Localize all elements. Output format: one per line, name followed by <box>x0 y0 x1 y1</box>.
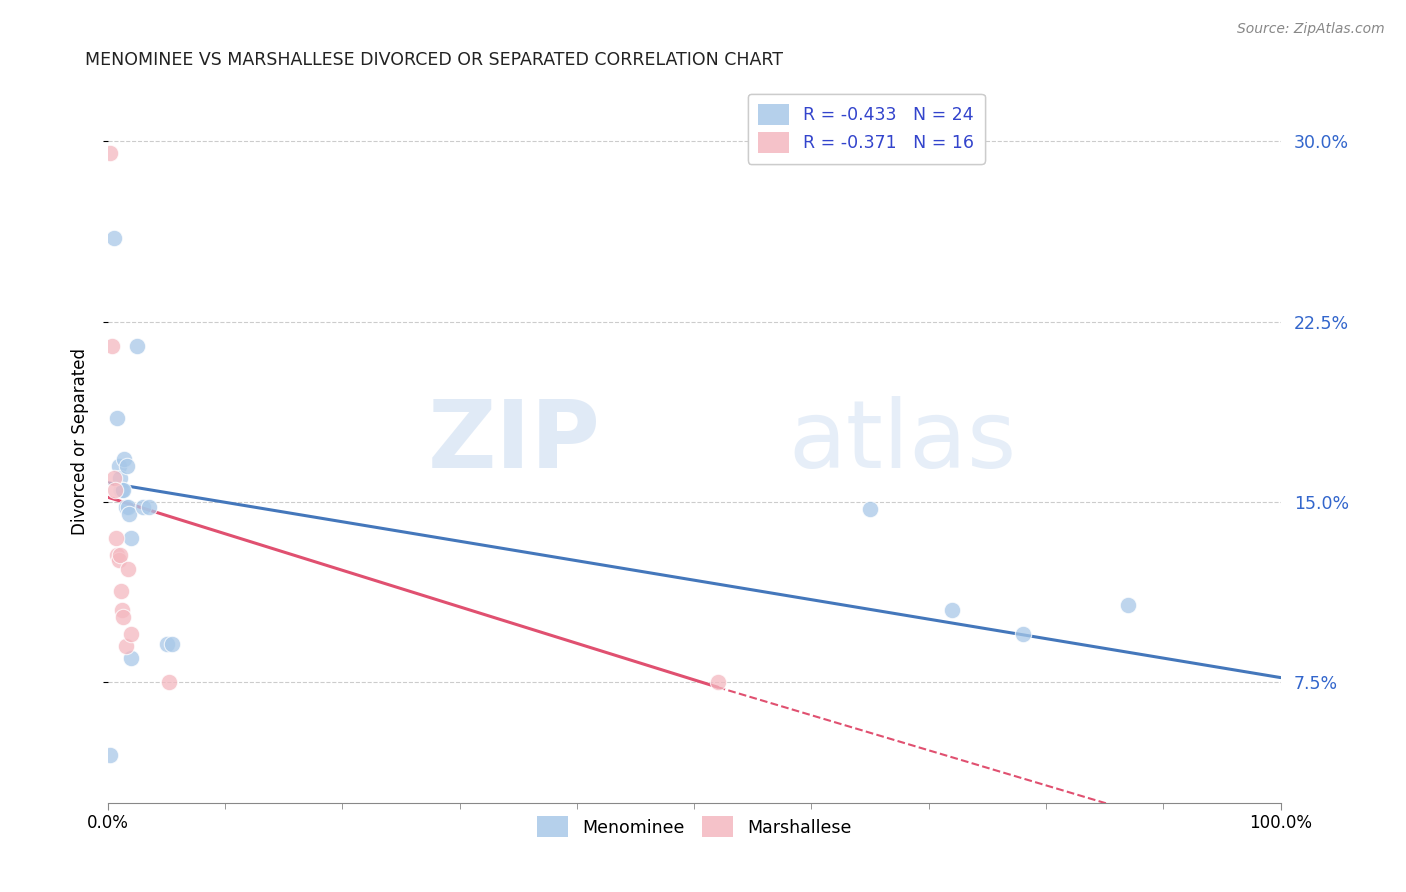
Point <box>114 500 136 514</box>
Point <box>111 603 134 617</box>
Point <box>103 471 125 485</box>
Point <box>108 548 131 562</box>
Point <box>706 675 728 690</box>
Point <box>105 548 128 562</box>
Point <box>98 146 121 161</box>
Point <box>105 531 128 545</box>
Point <box>120 627 142 641</box>
Point <box>105 411 128 425</box>
Point <box>132 500 155 514</box>
Point <box>104 483 127 497</box>
Text: atlas: atlas <box>787 396 1017 488</box>
Point <box>103 230 125 244</box>
Point <box>138 500 160 514</box>
Point <box>112 610 135 624</box>
Point <box>110 584 132 599</box>
Point <box>100 339 122 353</box>
Point <box>1116 599 1139 613</box>
Point <box>859 502 882 516</box>
Point <box>112 451 135 466</box>
Point <box>156 637 179 651</box>
Text: ZIP: ZIP <box>427 396 600 488</box>
Point <box>117 500 139 514</box>
Text: MENOMINEE VS MARSHALLESE DIVORCED OR SEPARATED CORRELATION CHART: MENOMINEE VS MARSHALLESE DIVORCED OR SEP… <box>84 51 783 69</box>
Point <box>98 747 121 762</box>
Point <box>115 458 138 473</box>
Point <box>111 483 134 497</box>
Point <box>157 675 180 690</box>
Text: Source: ZipAtlas.com: Source: ZipAtlas.com <box>1237 22 1385 37</box>
Point <box>117 562 139 576</box>
Point <box>1011 627 1033 641</box>
Point <box>127 339 149 353</box>
Point <box>107 553 129 567</box>
Point <box>114 640 136 654</box>
Y-axis label: Divorced or Separated: Divorced or Separated <box>72 349 89 535</box>
Point <box>118 507 141 521</box>
Point <box>120 651 142 665</box>
Point <box>120 531 142 545</box>
Point <box>941 603 963 617</box>
Point <box>162 637 184 651</box>
Point <box>108 471 131 485</box>
Point <box>112 483 135 497</box>
Legend: R = -0.433   N = 24, R = -0.371   N = 16: R = -0.433 N = 24, R = -0.371 N = 16 <box>748 94 984 164</box>
Point <box>107 458 129 473</box>
Point <box>110 483 132 497</box>
